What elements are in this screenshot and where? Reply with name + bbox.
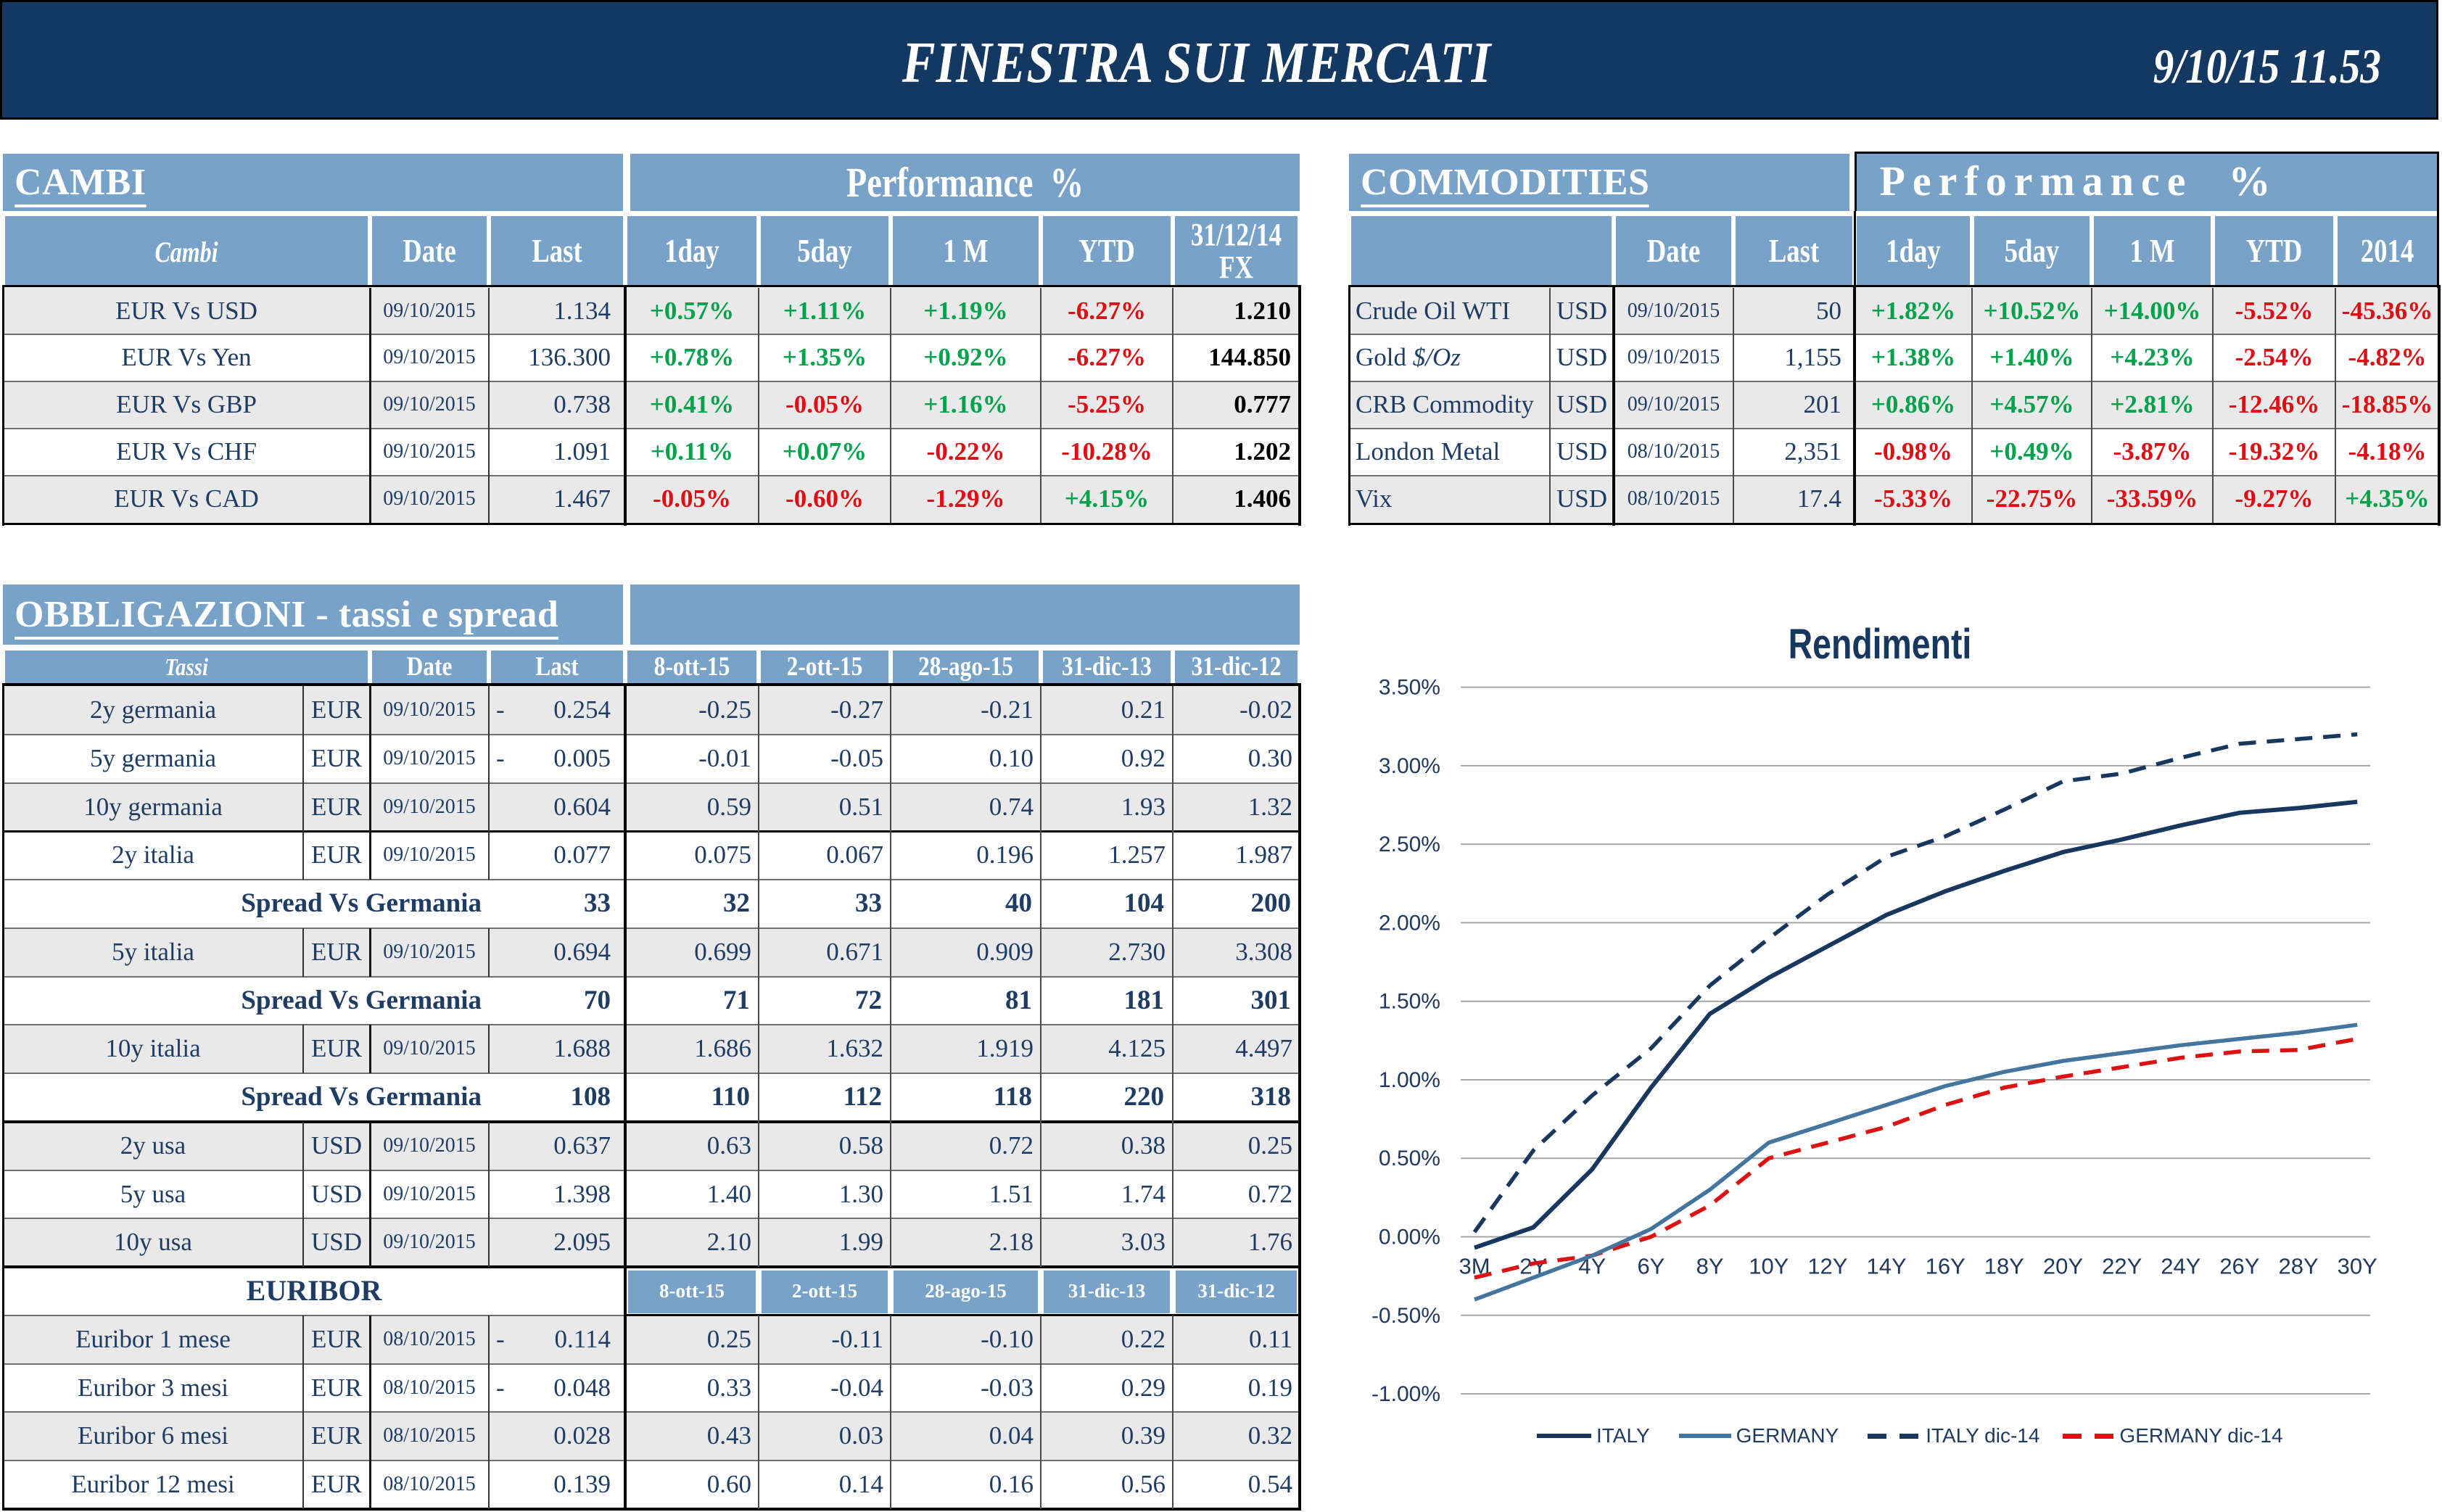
svg-text:24Y: 24Y	[2161, 1254, 2200, 1279]
svg-text:22Y: 22Y	[2102, 1254, 2142, 1279]
svg-text:18Y: 18Y	[1984, 1254, 2024, 1279]
svg-text:16Y: 16Y	[1926, 1254, 1965, 1279]
svg-text:-0.50%: -0.50%	[1371, 1304, 1440, 1328]
svg-text:20Y: 20Y	[2043, 1254, 2083, 1279]
svg-text:6Y: 6Y	[1637, 1254, 1665, 1279]
svg-text:8Y: 8Y	[1696, 1254, 1724, 1279]
svg-text:0.00%: 0.00%	[1379, 1226, 1440, 1249]
svg-text:3.00%: 3.00%	[1379, 754, 1440, 778]
svg-text:Rendimenti: Rendimenti	[1789, 621, 1972, 668]
svg-text:26Y: 26Y	[2219, 1254, 2259, 1279]
svg-text:1.50%: 1.50%	[1379, 990, 1440, 1014]
svg-text:1.00%: 1.00%	[1379, 1068, 1440, 1092]
svg-text:12Y: 12Y	[1807, 1254, 1847, 1279]
svg-text:2.50%: 2.50%	[1379, 833, 1440, 856]
svg-text:30Y: 30Y	[2338, 1254, 2377, 1279]
svg-text:3.50%: 3.50%	[1379, 676, 1440, 700]
svg-text:2.00%: 2.00%	[1379, 911, 1440, 935]
svg-text:-1.00%: -1.00%	[1371, 1382, 1440, 1406]
svg-text:10Y: 10Y	[1749, 1254, 1789, 1279]
svg-text:14Y: 14Y	[1867, 1254, 1907, 1279]
svg-text:0.50%: 0.50%	[1379, 1147, 1440, 1170]
svg-text:28Y: 28Y	[2279, 1254, 2319, 1279]
